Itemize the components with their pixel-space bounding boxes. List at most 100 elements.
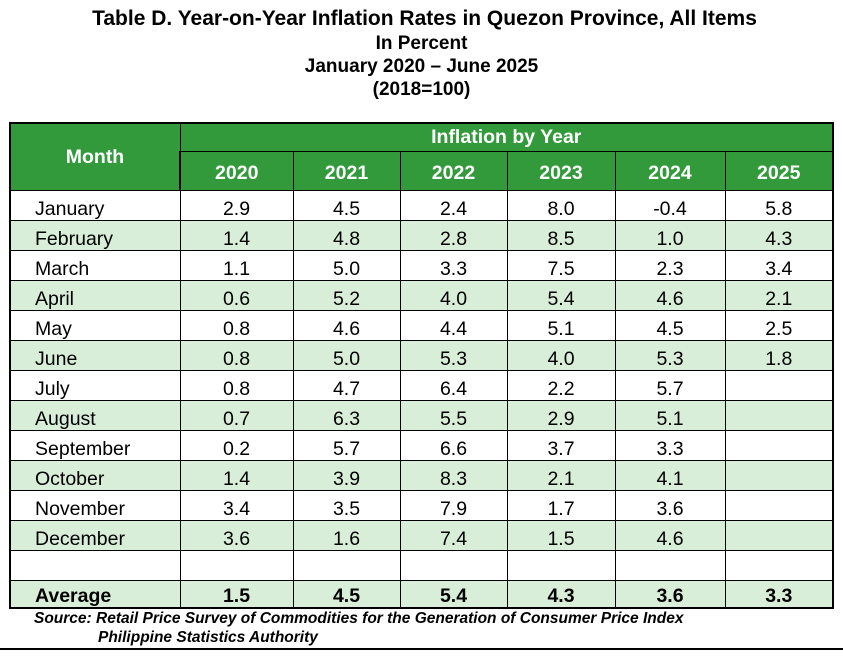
table-row: December 3.6 1.6 7.4 1.5 4.6 [9, 520, 834, 551]
month-cell: January [9, 190, 181, 221]
inflation-by-year-header: Inflation by Year [179, 122, 834, 152]
value-cell: 5.3 [399, 340, 508, 371]
value-cell: 1.1 [179, 250, 294, 281]
average-value-cell: 5.4 [399, 580, 508, 609]
unit-subtitle: In Percent [375, 33, 468, 54]
value-cell: 0.6 [179, 280, 294, 311]
value-cell: 0.8 [179, 340, 294, 371]
value-cell [724, 520, 834, 551]
source-agency: Philippine Statistics Authority [98, 629, 318, 646]
table-row: July 0.8 4.7 6.4 2.2 5.7 [9, 370, 834, 401]
table-row: September 0.2 5.7 6.6 3.7 3.3 [9, 430, 834, 461]
value-cell: 1.6 [292, 520, 401, 551]
value-cell: 5.1 [614, 400, 726, 431]
value-cell: 2.9 [179, 190, 294, 221]
month-cell: August [9, 400, 181, 431]
value-cell: 1.7 [506, 490, 616, 521]
table-title: Table D. Year-on-Year Inflation Rates in… [92, 7, 757, 30]
value-cell: 8.3 [399, 460, 508, 491]
value-cell: 4.6 [614, 520, 726, 551]
value-cell: 5.7 [614, 370, 726, 401]
month-cell: November [9, 490, 181, 521]
bottom-rule [0, 648, 843, 650]
table-row: January 2.9 4.5 2.4 8.0 -0.4 5.8 [9, 190, 834, 221]
month-cell: December [9, 520, 181, 551]
value-cell: 3.3 [614, 430, 726, 461]
value-cell: 5.4 [506, 280, 616, 311]
value-cell: 1.0 [614, 220, 726, 251]
average-value-cell: 3.6 [614, 580, 726, 609]
blank-cell [292, 550, 401, 581]
value-cell: 1.4 [179, 220, 294, 251]
table-row: April 0.6 5.2 4.0 5.4 4.6 2.1 [9, 280, 834, 311]
value-cell: 4.7 [292, 370, 401, 401]
value-cell: 4.0 [399, 280, 508, 311]
value-cell: 3.7 [506, 430, 616, 461]
value-cell: 3.4 [179, 490, 294, 521]
average-row: Average 1.5 4.5 5.4 4.3 3.6 3.3 [9, 580, 834, 609]
value-cell: 2.1 [506, 460, 616, 491]
value-cell: 0.8 [179, 310, 294, 341]
blank-cell [614, 550, 726, 581]
month-column-header: Month [9, 122, 181, 191]
value-cell [724, 460, 834, 491]
value-cell: 4.5 [614, 310, 726, 341]
value-cell: -0.4 [614, 190, 726, 221]
value-cell: 4.5 [292, 190, 401, 221]
year-header: 2025 [724, 151, 834, 191]
value-cell: 6.6 [399, 430, 508, 461]
value-cell: 4.8 [292, 220, 401, 251]
year-header: 2022 [399, 151, 508, 191]
value-cell: 8.5 [506, 220, 616, 251]
average-value-cell: 4.5 [292, 580, 401, 609]
value-cell: 5.2 [292, 280, 401, 311]
period-subtitle: January 2020 – June 2025 [304, 56, 539, 77]
value-cell: 1.8 [724, 340, 834, 371]
value-cell: 7.5 [506, 250, 616, 281]
month-cell: June [9, 340, 181, 371]
table-row: November 3.4 3.5 7.9 1.7 3.6 [9, 490, 834, 521]
average-label: Average [9, 580, 181, 609]
year-header: 2024 [614, 151, 726, 191]
value-cell: 1.4 [179, 460, 294, 491]
source-note: Source: Retail Price Survey of Commoditi… [34, 609, 683, 647]
value-cell [724, 490, 834, 521]
month-cell: May [9, 310, 181, 341]
value-cell: 5.7 [292, 430, 401, 461]
month-cell: April [9, 280, 181, 311]
base-year-subtitle: (2018=100) [372, 79, 471, 100]
month-cell: March [9, 250, 181, 281]
value-cell: 2.9 [506, 400, 616, 431]
value-cell: 2.4 [399, 190, 508, 221]
value-cell: 5.8 [724, 190, 834, 221]
value-cell: 3.5 [292, 490, 401, 521]
value-cell: 4.3 [724, 220, 834, 251]
value-cell: 2.5 [724, 310, 834, 341]
value-cell: 0.7 [179, 400, 294, 431]
table-row: February 1.4 4.8 2.8 8.5 1.0 4.3 [9, 220, 834, 251]
month-cell: October [9, 460, 181, 491]
blank-row [9, 550, 834, 581]
value-cell: 3.9 [292, 460, 401, 491]
year-header: 2020 [179, 151, 294, 191]
value-cell: 5.3 [614, 340, 726, 371]
value-cell: 3.6 [179, 520, 294, 551]
table-row: October 1.4 3.9 8.3 2.1 4.1 [9, 460, 834, 491]
table-row: March 1.1 5.0 3.3 7.5 2.3 3.4 [9, 250, 834, 281]
value-cell: 3.4 [724, 250, 834, 281]
value-cell: 7.4 [399, 520, 508, 551]
value-cell [724, 370, 834, 401]
title-block: Table D. Year-on-Year Inflation Rates in… [0, 6, 843, 101]
average-value-cell: 4.3 [506, 580, 616, 609]
table-row: August 0.7 6.3 5.5 2.9 5.1 [9, 400, 834, 431]
value-cell: 2.1 [724, 280, 834, 311]
value-cell: 8.0 [506, 190, 616, 221]
month-cell: September [9, 430, 181, 461]
average-value-cell: 3.3 [724, 580, 834, 609]
average-value-cell: 1.5 [179, 580, 294, 609]
value-cell: 4.6 [614, 280, 726, 311]
value-cell: 4.1 [614, 460, 726, 491]
value-cell: 4.6 [292, 310, 401, 341]
blank-cell [179, 550, 294, 581]
value-cell: 1.5 [506, 520, 616, 551]
